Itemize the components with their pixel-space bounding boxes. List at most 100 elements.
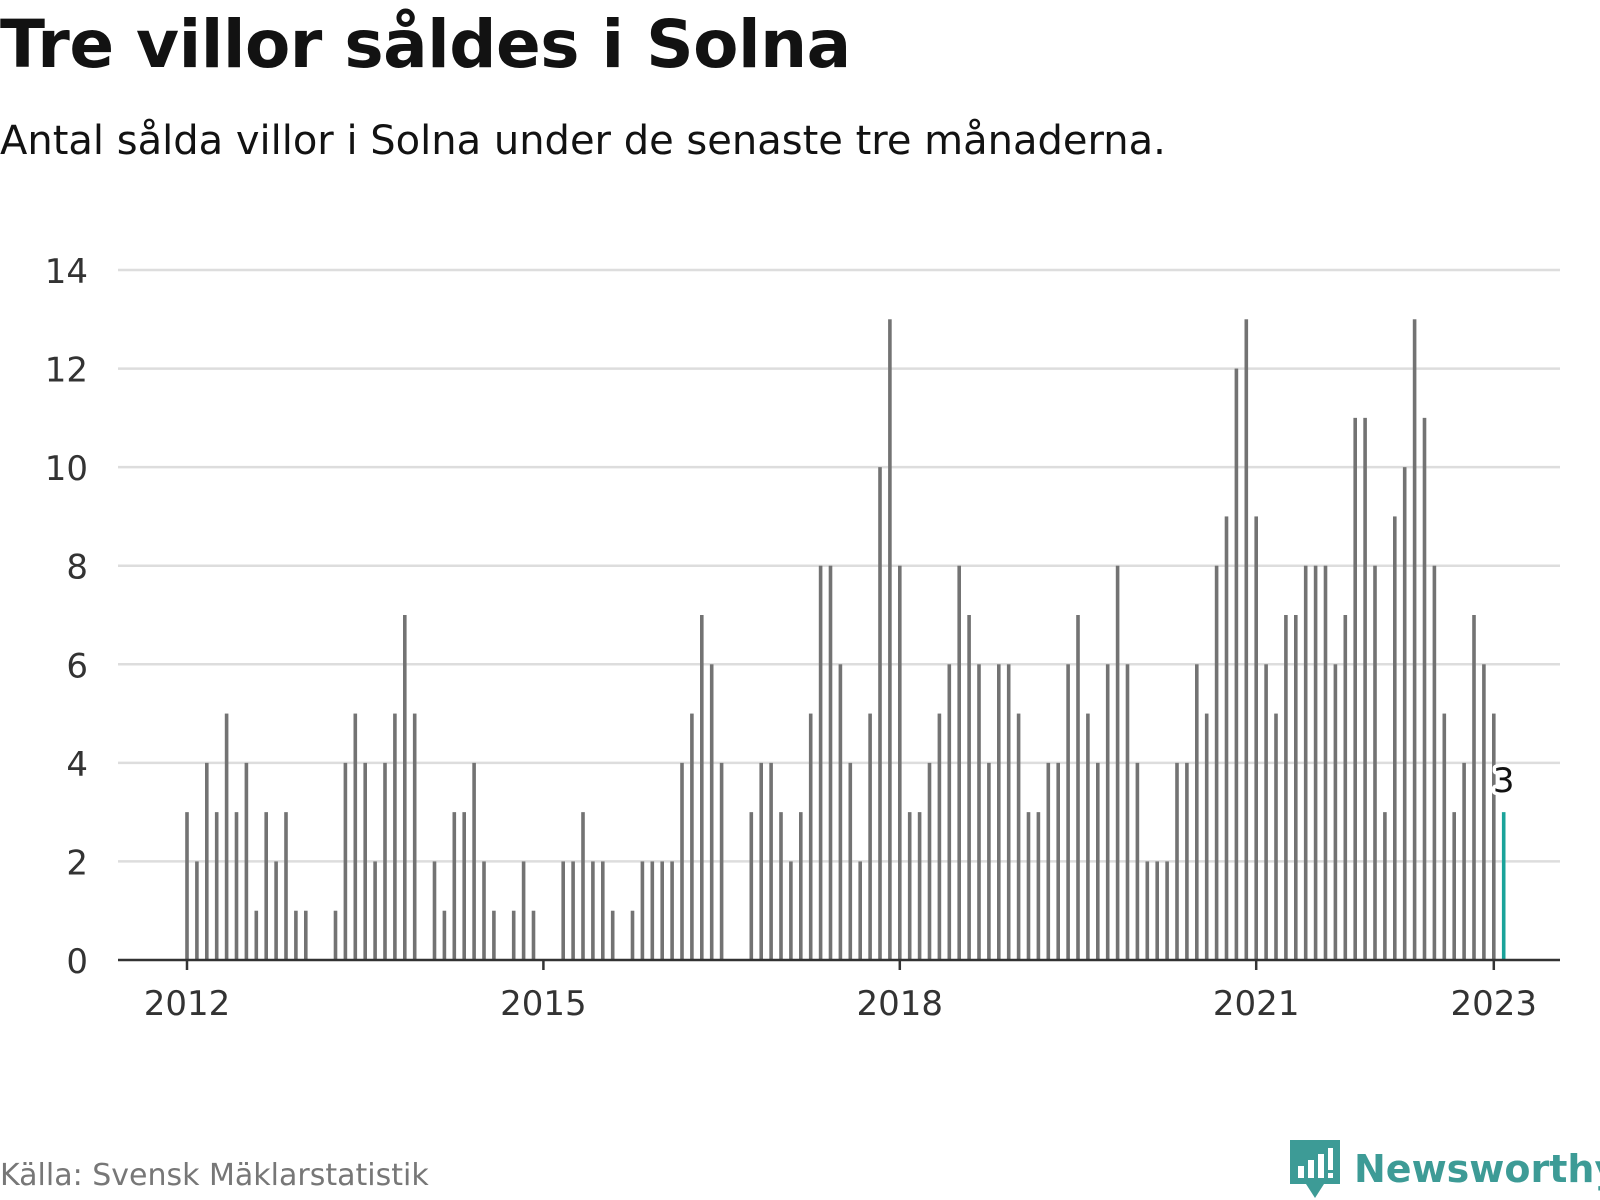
chart-title: Tre villor såldes i Solna: [0, 6, 851, 83]
y-tick-label: 14: [45, 252, 88, 292]
bar: [630, 910, 635, 960]
bar: [353, 713, 358, 960]
bar: [1274, 713, 1278, 960]
bar: [878, 467, 882, 960]
bar: [640, 861, 645, 960]
bar: [1165, 861, 1169, 960]
bar: [1462, 762, 1466, 960]
bar: [472, 762, 476, 960]
bar: [1026, 812, 1031, 960]
bar: [1185, 762, 1189, 960]
bar: [660, 861, 664, 960]
bar: [561, 861, 565, 960]
bar: [224, 713, 229, 960]
bar: [333, 910, 338, 960]
bar: [650, 861, 655, 960]
bar: [294, 910, 298, 960]
bar: [769, 762, 773, 960]
bar: [1096, 762, 1100, 960]
bar: [254, 910, 259, 960]
bar: [1472, 615, 1476, 960]
y-axis-ticks: 0 2 4 6 8 10 12 14: [45, 252, 88, 982]
x-axis-ticks: 2012 2015 2018 2021 2023: [144, 960, 1537, 1024]
bar: [828, 565, 833, 960]
bar: [1145, 861, 1150, 960]
y-tick-label: 10: [45, 449, 88, 489]
bar: [591, 861, 595, 960]
bar: [1482, 664, 1486, 960]
bar: [1323, 565, 1328, 960]
bar: [373, 861, 377, 960]
bar: [967, 615, 971, 960]
bar: [1036, 812, 1041, 960]
bar: [185, 812, 189, 960]
highlight-bar: [1501, 812, 1506, 960]
bar: [1432, 565, 1437, 960]
bar: [363, 762, 367, 960]
bar: [1076, 615, 1080, 960]
x-tick-label: 2012: [144, 984, 231, 1024]
bar: [442, 910, 447, 960]
bar: [234, 812, 239, 960]
annotations: 3: [1489, 758, 1518, 805]
bar: [403, 615, 407, 960]
bar: [759, 762, 763, 960]
bar: [1016, 713, 1021, 960]
bar: [1214, 565, 1219, 960]
bar: [888, 319, 892, 960]
bar: [1264, 664, 1268, 960]
bar: [1254, 516, 1258, 960]
bar: [1175, 762, 1179, 960]
bar: [987, 762, 991, 960]
bar: [799, 812, 803, 960]
bar: [1234, 368, 1239, 961]
bar: [581, 812, 585, 960]
bar: [1373, 565, 1377, 960]
bar: [1343, 615, 1348, 960]
bar: [1224, 516, 1229, 960]
bar: [1492, 713, 1496, 960]
bar: [1422, 417, 1427, 960]
bar: [838, 664, 843, 960]
y-tick-label: 12: [45, 351, 88, 391]
bar: [412, 713, 417, 960]
bar: [1363, 417, 1367, 960]
bar: [1086, 713, 1090, 960]
bar: [482, 861, 486, 960]
bar: [719, 762, 724, 960]
bar: [1155, 861, 1159, 960]
bar: [1115, 565, 1120, 960]
highlight-value-label: 3: [1493, 761, 1515, 801]
bar: [393, 713, 397, 960]
bar: [571, 861, 575, 960]
bar: [858, 861, 862, 960]
bar: [1066, 664, 1070, 960]
bar: [1452, 812, 1456, 960]
bar: [1125, 664, 1130, 960]
bar: [709, 664, 714, 960]
bar: [343, 762, 348, 960]
bar: [700, 615, 704, 960]
bar: [304, 910, 308, 960]
y-tick-label: 4: [66, 745, 88, 785]
bar: [1105, 664, 1110, 960]
y-tick-label: 8: [66, 548, 88, 588]
bar: [818, 565, 823, 960]
bar: [997, 664, 1001, 960]
bar: [868, 713, 872, 960]
bar: [284, 812, 288, 960]
x-tick-label: 2023: [1451, 984, 1538, 1024]
bar: [1393, 516, 1397, 960]
bar: [1353, 417, 1357, 960]
bar: [452, 812, 457, 960]
bar: [1313, 565, 1318, 960]
source-note: Källa: Svensk Mäklarstatistik: [0, 1158, 429, 1193]
bar: [1244, 319, 1249, 960]
newsworthy-logo-icon: [1290, 1140, 1340, 1198]
bar: [690, 713, 694, 960]
newsworthy-logo: Newsworthy: [1290, 1140, 1600, 1198]
bar: [1333, 664, 1338, 960]
bar: [917, 812, 922, 960]
bar: [808, 713, 813, 960]
bars: [185, 319, 1506, 961]
